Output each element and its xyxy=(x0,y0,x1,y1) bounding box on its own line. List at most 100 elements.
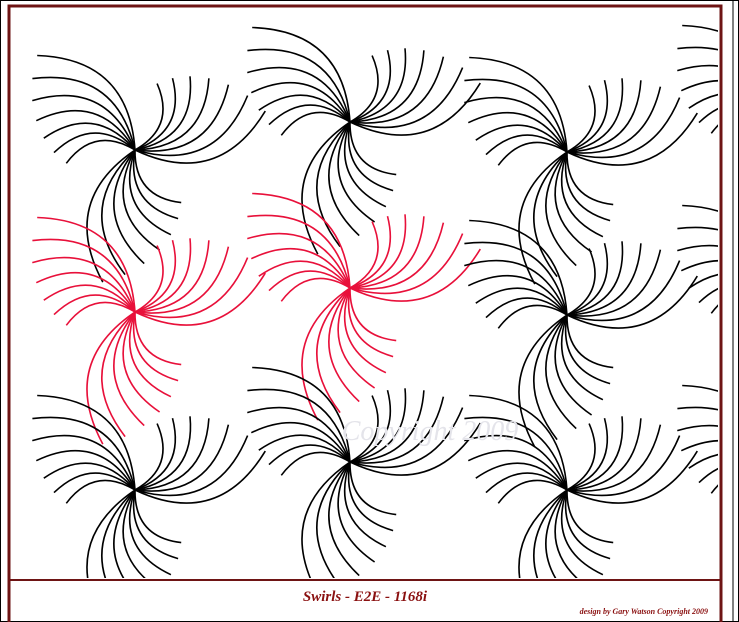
swirl-arc xyxy=(113,489,136,578)
swirl-arc xyxy=(35,109,136,151)
swirl-arc xyxy=(464,416,568,491)
swirl-arc xyxy=(301,121,351,255)
swirl-arc xyxy=(497,141,568,166)
swirl-arc xyxy=(250,421,351,463)
swirl-arc xyxy=(134,110,266,164)
swirl-arc xyxy=(464,259,568,316)
swirl-arc xyxy=(101,149,136,276)
swirl-arc xyxy=(53,132,136,154)
swirl-arc xyxy=(566,418,609,491)
swirl-arc xyxy=(698,467,718,484)
swirl-arc xyxy=(268,270,351,292)
swirl-arc xyxy=(86,489,136,578)
swirl-arc xyxy=(349,248,481,302)
swirl-arc xyxy=(134,84,230,152)
swirl-arc xyxy=(566,243,642,316)
swirl-arc xyxy=(682,384,718,392)
swirl-arc xyxy=(349,48,407,123)
swirl-arc xyxy=(343,461,387,548)
swirl-arc xyxy=(680,260,718,272)
swirl-arc xyxy=(682,204,718,212)
swirl-arc xyxy=(250,81,351,123)
swirl-arc xyxy=(566,80,609,153)
swirl-arc xyxy=(349,388,407,463)
swirl-arc xyxy=(688,453,718,469)
swirl-arc xyxy=(132,311,179,382)
swirl-arc xyxy=(37,216,136,313)
swirl-arc xyxy=(328,287,360,403)
swirl-arc xyxy=(475,287,568,316)
swirl-arc xyxy=(467,449,568,491)
swirl-arc xyxy=(301,461,351,578)
frame xyxy=(7,4,723,622)
swirl-arc xyxy=(469,56,568,153)
swirl-arc xyxy=(469,219,568,316)
swirl-arc xyxy=(134,78,210,151)
swirl-arc xyxy=(554,314,593,416)
swirl-arc xyxy=(32,238,136,313)
swirl-arc xyxy=(677,424,718,432)
swirl-arc xyxy=(122,149,161,251)
swirl-arc xyxy=(134,95,249,157)
swirl-arc xyxy=(533,314,568,441)
swirl-arc xyxy=(122,311,161,413)
swirl-arc xyxy=(349,50,392,123)
swirl-arc xyxy=(682,24,718,32)
swirl-arc xyxy=(258,260,351,289)
swirl-arc xyxy=(564,489,611,560)
swirl-arc xyxy=(533,151,568,278)
swirl-arc xyxy=(65,479,136,504)
swirl-arc xyxy=(252,366,351,463)
swirl-arc xyxy=(475,124,568,153)
swirl-arc xyxy=(566,85,596,153)
swirl-arc xyxy=(128,489,172,576)
swirl-arc xyxy=(566,275,698,329)
swirl-arc xyxy=(247,66,351,123)
swirl-arc xyxy=(564,151,611,222)
swirl-arc xyxy=(247,232,351,289)
swirl-arc xyxy=(65,139,136,164)
swirl-arc xyxy=(518,489,568,578)
swirl-arc xyxy=(564,314,611,385)
swirl-arc xyxy=(518,151,568,285)
swirl-arc xyxy=(258,434,351,463)
swirl-arc xyxy=(680,80,718,92)
swirl-arc xyxy=(349,390,392,463)
swirl-arc xyxy=(349,67,464,129)
swirl-arc xyxy=(122,489,146,578)
swirl-arc xyxy=(566,418,642,491)
swirl-arc xyxy=(347,121,394,192)
swirl-arc xyxy=(134,424,230,492)
swirl-arc xyxy=(43,462,136,491)
swirl-arc xyxy=(134,272,266,326)
swirl-arc xyxy=(349,216,425,289)
swirl-arc xyxy=(554,151,593,253)
swirl-arc xyxy=(132,489,179,560)
swirl-arc xyxy=(35,449,136,491)
swirl-arc xyxy=(560,151,604,238)
swirl-arc xyxy=(268,444,351,466)
swirl-arc xyxy=(134,78,177,151)
swirl-arc xyxy=(545,151,577,267)
swirl-arc xyxy=(347,461,394,532)
swirl-arc xyxy=(464,78,568,153)
swirl-arc xyxy=(677,64,718,72)
swirl-arc xyxy=(134,246,230,314)
swirl-arc xyxy=(316,121,351,248)
swirl-arc xyxy=(250,247,351,289)
swirl-arc xyxy=(566,423,596,491)
swirl-arc xyxy=(475,462,568,491)
swirl-arc xyxy=(134,311,182,366)
swirl-arc xyxy=(688,93,718,109)
swirl-arc xyxy=(349,56,445,124)
swirl-arc xyxy=(349,214,407,289)
swirl-arc xyxy=(533,489,568,578)
swirl-arc xyxy=(518,314,568,448)
swirl-arc xyxy=(677,406,718,411)
swirl-arc xyxy=(566,489,614,544)
swirl-arc xyxy=(560,489,604,576)
swirl-arc xyxy=(134,435,249,497)
swirl-arc xyxy=(268,104,351,126)
swirl-arc xyxy=(113,311,145,427)
